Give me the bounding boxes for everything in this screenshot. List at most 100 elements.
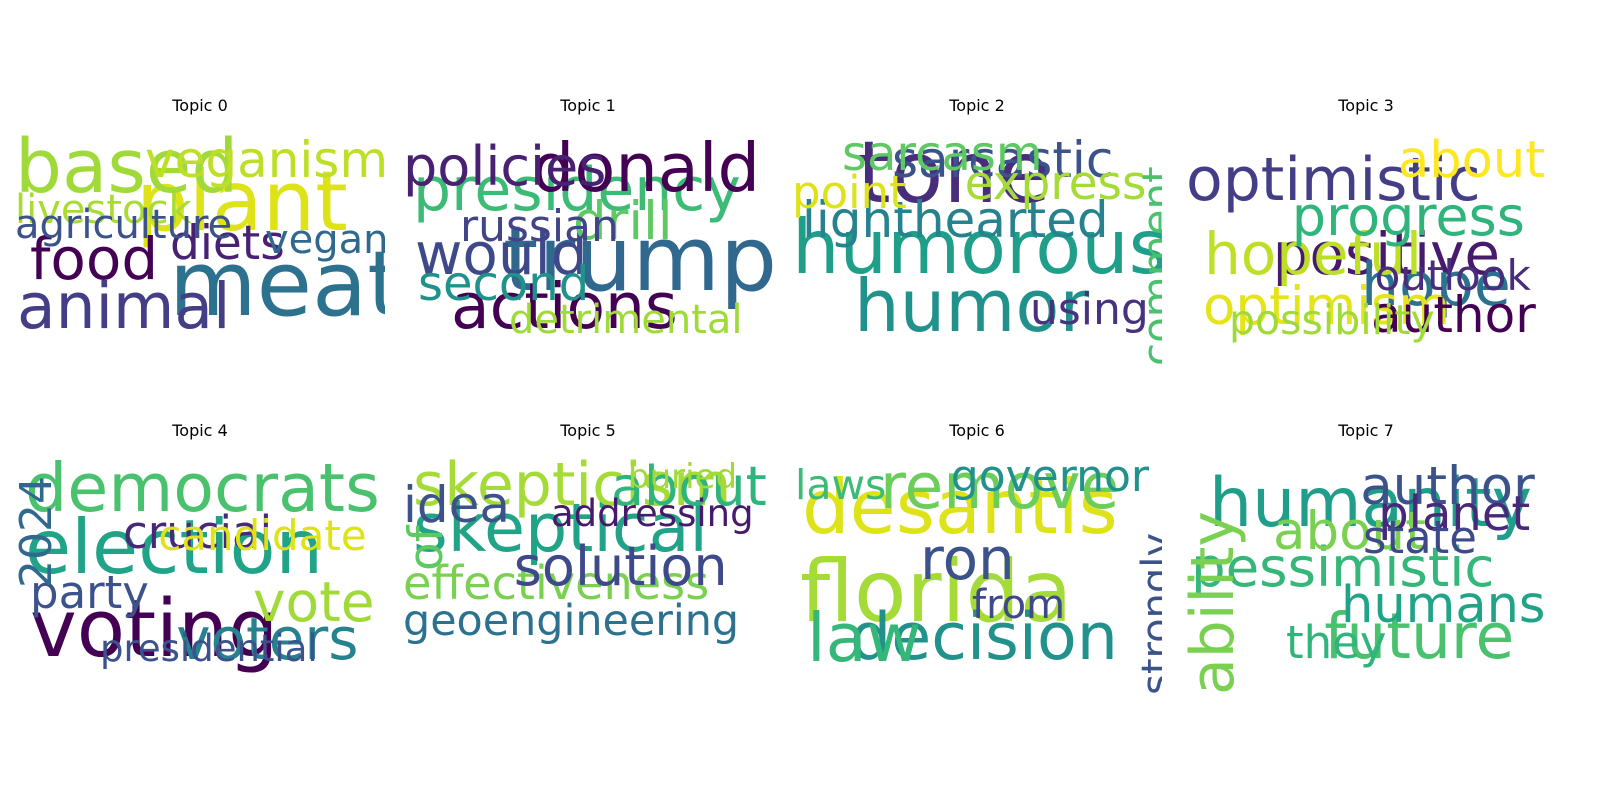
cloud-word: voting <box>30 583 279 675</box>
panel-title: Topic 5 <box>560 421 616 440</box>
cloud-word: addressing <box>551 492 754 535</box>
wordcloud-panel: Topic 4 election democrats voting voters vote… <box>15 421 385 695</box>
cloud-word: about <box>611 455 767 518</box>
cloud-word: voters <box>176 605 359 673</box>
cloud-word: crucial <box>123 506 273 559</box>
cloud-word: progress <box>1291 185 1525 248</box>
cloud-word: humor <box>854 264 1090 348</box>
cloud-word: express <box>964 156 1147 211</box>
wordcloud: optimistic positive hope hopeful progress opt… <box>1181 130 1551 370</box>
cloud-word: party <box>30 566 149 619</box>
panel-title: Topic 4 <box>172 421 228 440</box>
cloud-word: law <box>807 599 922 677</box>
cloud-word: idea <box>403 476 511 534</box>
cloud-word: hope <box>1361 250 1511 320</box>
cloud-word: solution <box>513 535 728 598</box>
cloud-word: trump <box>503 207 773 312</box>
cloud-word: humans <box>1341 576 1546 635</box>
cloud-word: veganism <box>145 131 385 189</box>
cloud-word: geoengineering <box>403 596 740 646</box>
cloud-word: presidency <box>413 155 741 225</box>
cloud-word: candidate <box>158 511 367 560</box>
cloud-word: author <box>1371 286 1536 344</box>
cloud-word: buried <box>628 457 738 497</box>
wordcloud: humorous tone humor lighthearted sarcastic sa… <box>792 130 1162 370</box>
wordcloud-panel: Topic 7 pessimistic humanity future ability a… <box>1181 421 1551 695</box>
wordcloud: meat plant based animal food veganism diets veg… <box>15 130 385 370</box>
cloud-word: livestock <box>15 187 192 233</box>
cloud-word: vote <box>253 570 375 634</box>
panel-title: Topic 2 <box>949 96 1005 115</box>
cloud-word: they <box>1286 616 1387 669</box>
cloud-word: diets <box>170 216 285 271</box>
cloud-word: using <box>1030 284 1149 335</box>
cloud-word: democrats <box>25 455 380 527</box>
cloud-word: from <box>972 582 1066 628</box>
cloud-word: would <box>415 220 588 288</box>
cloud-word: strongly <box>1134 532 1162 695</box>
cloud-word: donald <box>531 130 760 207</box>
cloud-word: ron <box>920 525 1015 593</box>
cloud-word: meat <box>169 232 385 337</box>
cloud-word: presidential <box>100 627 318 670</box>
cloud-word: hopeful <box>1204 220 1423 288</box>
cloud-word: food <box>30 225 159 293</box>
cloud-word: drill <box>573 191 673 252</box>
wordcloud: skeptical effectiveness geoengineering skep… <box>403 455 773 695</box>
cloud-word: vegan <box>265 217 385 263</box>
cloud-word: laws <box>795 461 887 509</box>
cloud-word: based <box>15 130 239 210</box>
cloud-word: planet <box>1378 486 1531 542</box>
cloud-word: pessimistic <box>1191 535 1495 599</box>
panel-title: Topic 3 <box>1338 96 1394 115</box>
wordcloud-panel: Topic 6 florida desantis decision law remove r… <box>792 421 1162 695</box>
cloud-word: state <box>1363 511 1477 564</box>
cloud-word: possibility <box>1229 296 1435 344</box>
panel-title: Topic 0 <box>172 96 228 115</box>
cloud-word: about <box>1273 501 1426 562</box>
cloud-word: detrimental <box>509 297 743 343</box>
cloud-word: ability <box>1181 511 1248 695</box>
cloud-word: sarcastic <box>892 131 1114 189</box>
cloud-word: effectiveness <box>403 556 710 610</box>
cloud-word: lighthearted <box>802 191 1109 249</box>
cloud-word: outlook <box>1374 251 1531 300</box>
wordcloud: florida desantis decision law remove ron gover… <box>792 455 1162 695</box>
cloud-word: sarcasm <box>842 130 1043 182</box>
cloud-word: point <box>792 166 907 219</box>
cloud-word: decision <box>850 600 1118 675</box>
cloud-word: plant <box>136 153 348 250</box>
wordcloud-panel: Topic 3 optimistic positive hope hopeful prog… <box>1181 96 1551 370</box>
wordcloud: election democrats voting voters vote party cr… <box>15 455 385 695</box>
cloud-word: animal <box>17 270 231 343</box>
wordcloud-panel: Topic 1 trump presidency donald actions would… <box>403 96 773 370</box>
wordcloud-panel: Topic 2 humorous tone humor lighthearted sarc… <box>792 96 1162 370</box>
cloud-word: humanity <box>1209 464 1532 543</box>
cloud-word: agriculture <box>15 202 233 248</box>
cloud-word: second <box>418 256 590 312</box>
panel-title: Topic 6 <box>949 421 1005 440</box>
wordcloud: trump presidency donald actions would policie… <box>403 130 773 370</box>
cloud-word: desantis <box>802 463 1118 551</box>
cloud-word: remove <box>880 455 1120 523</box>
wordcloud-panel: Topic 0 meat plant based animal food veganism d… <box>15 96 385 370</box>
cloud-word: about <box>1398 131 1546 190</box>
cloud-word: russian <box>460 201 619 252</box>
cloud-word: actions <box>451 270 678 343</box>
cloud-word: author <box>1360 456 1535 517</box>
wordcloud-panel: Topic 5 skeptical effectiveness geoengineer… <box>403 421 773 695</box>
cloud-word: governor <box>950 455 1149 502</box>
cloud-word: florida <box>800 542 1073 642</box>
cloud-word: of <box>403 526 454 572</box>
cloud-word: election <box>25 503 324 591</box>
cloud-word: skeptical <box>413 489 708 567</box>
cloud-word: humorous <box>792 203 1162 291</box>
cloud-word: positive <box>1272 220 1501 288</box>
cloud-word: future <box>1324 600 1515 673</box>
cloud-word: 2024 <box>15 475 62 588</box>
cloud-word: optimism <box>1203 276 1451 337</box>
cloud-word: skepticism <box>413 455 732 520</box>
wordcloud: pessimistic humanity future ability author ab… <box>1181 455 1551 695</box>
cloud-word: comment <box>1133 166 1162 367</box>
